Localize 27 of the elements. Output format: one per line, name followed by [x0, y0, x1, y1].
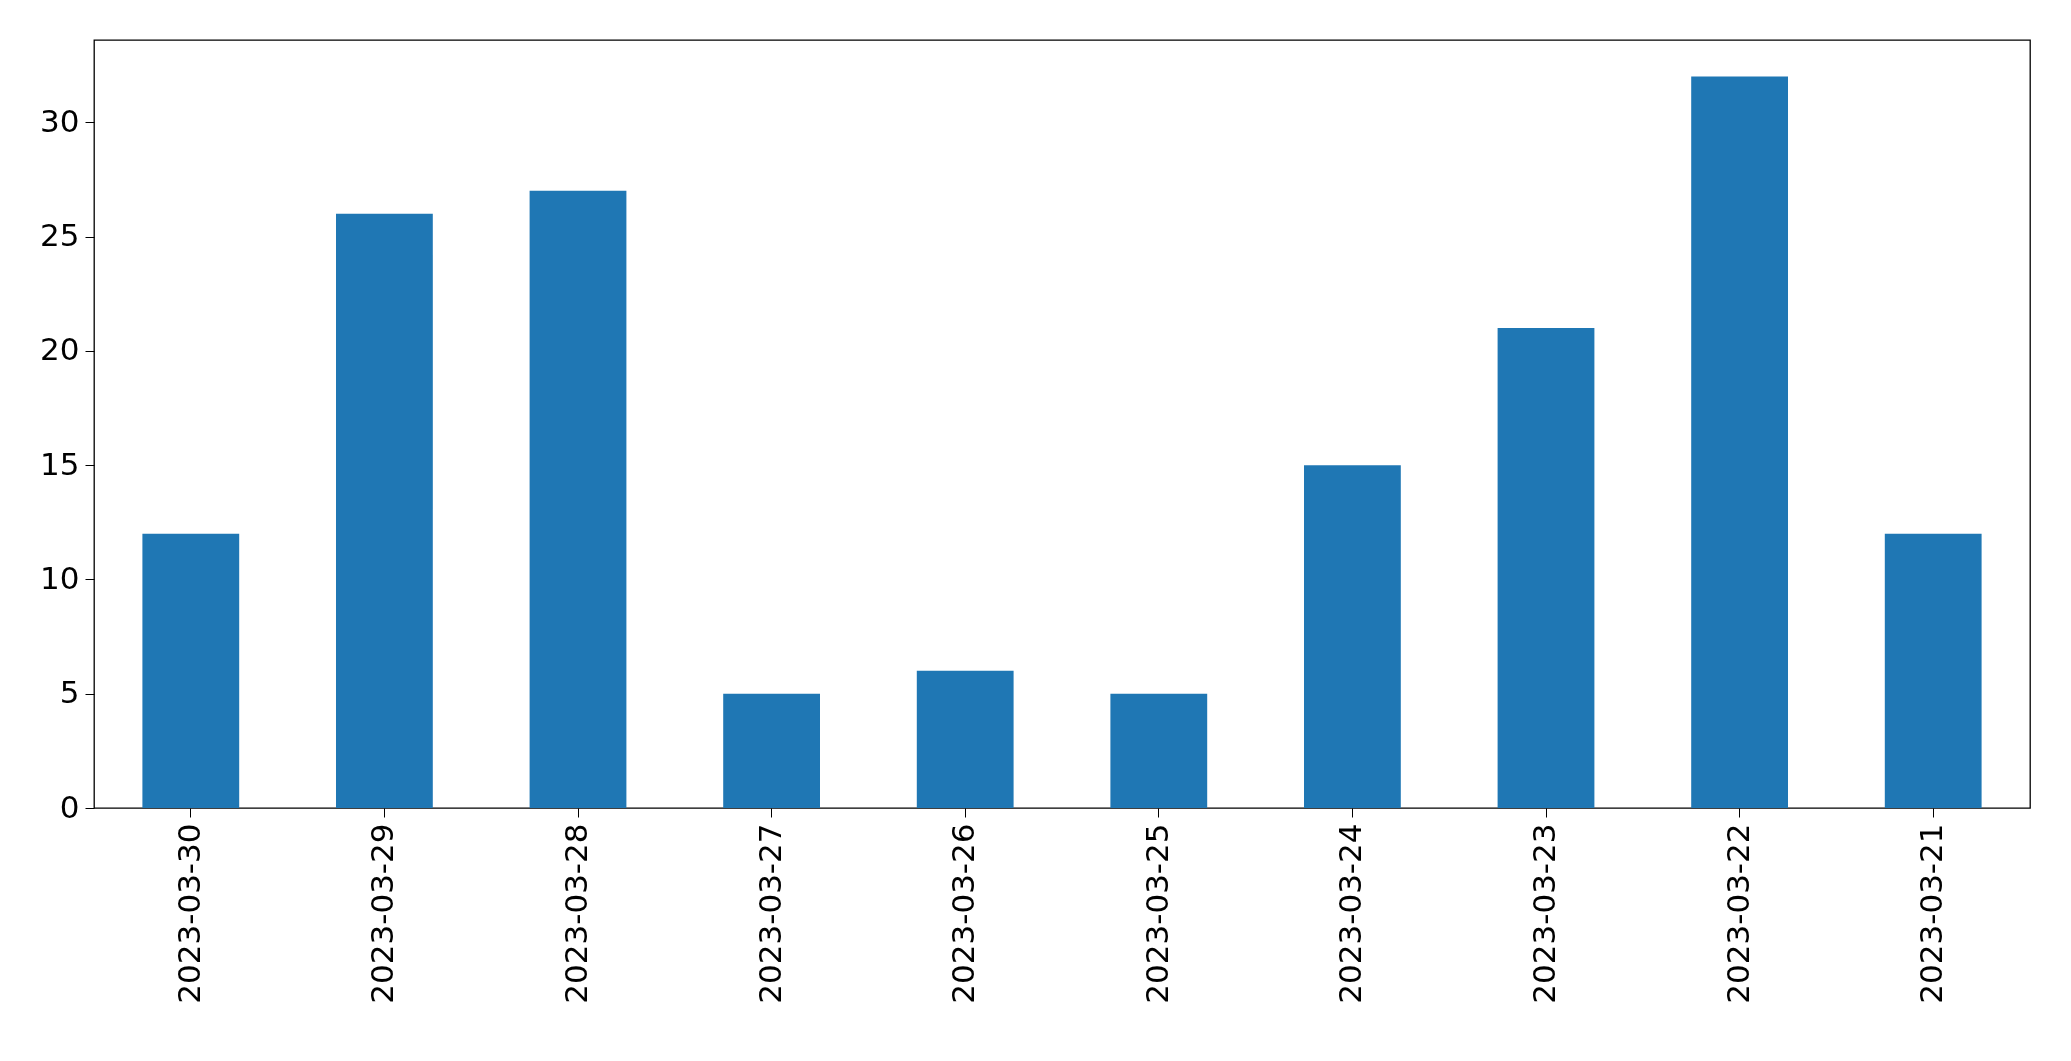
bar [1691, 76, 1788, 808]
bar [723, 693, 820, 808]
x-tick-label: 2023-03-25 [1138, 823, 1175, 1004]
x-tick-label: 2023-03-22 [1719, 823, 1756, 1004]
bar [142, 533, 240, 808]
y-tick-label: 5 [59, 674, 80, 711]
y-tick-label: 10 [40, 559, 80, 596]
bar [529, 190, 627, 808]
bar [1110, 693, 1208, 808]
x-tick-label: 2023-03-27 [751, 823, 788, 1004]
x-tick-label: 2023-03-24 [1332, 823, 1369, 1004]
bar [1497, 328, 1595, 808]
y-tick-label: 30 [40, 102, 80, 139]
x-tick-label: 2023-03-29 [364, 823, 401, 1004]
x-tick-label: 2023-03-21 [1913, 823, 1950, 1004]
bar [1884, 533, 1982, 808]
y-tick-label: 0 [59, 788, 80, 825]
y-tick-label: 25 [40, 217, 80, 254]
x-tick-label: 2023-03-28 [558, 823, 594, 1004]
x-tick-label: 2023-03-23 [1526, 823, 1562, 1004]
bar [916, 670, 1014, 808]
y-tick-label: 15 [40, 445, 80, 482]
x-tick-label: 2023-03-26 [945, 823, 982, 1004]
x-tick-label: 2023-03-30 [170, 823, 207, 1004]
bar [1304, 465, 1401, 808]
bar [336, 213, 433, 808]
y-tick-label: 20 [40, 331, 80, 368]
